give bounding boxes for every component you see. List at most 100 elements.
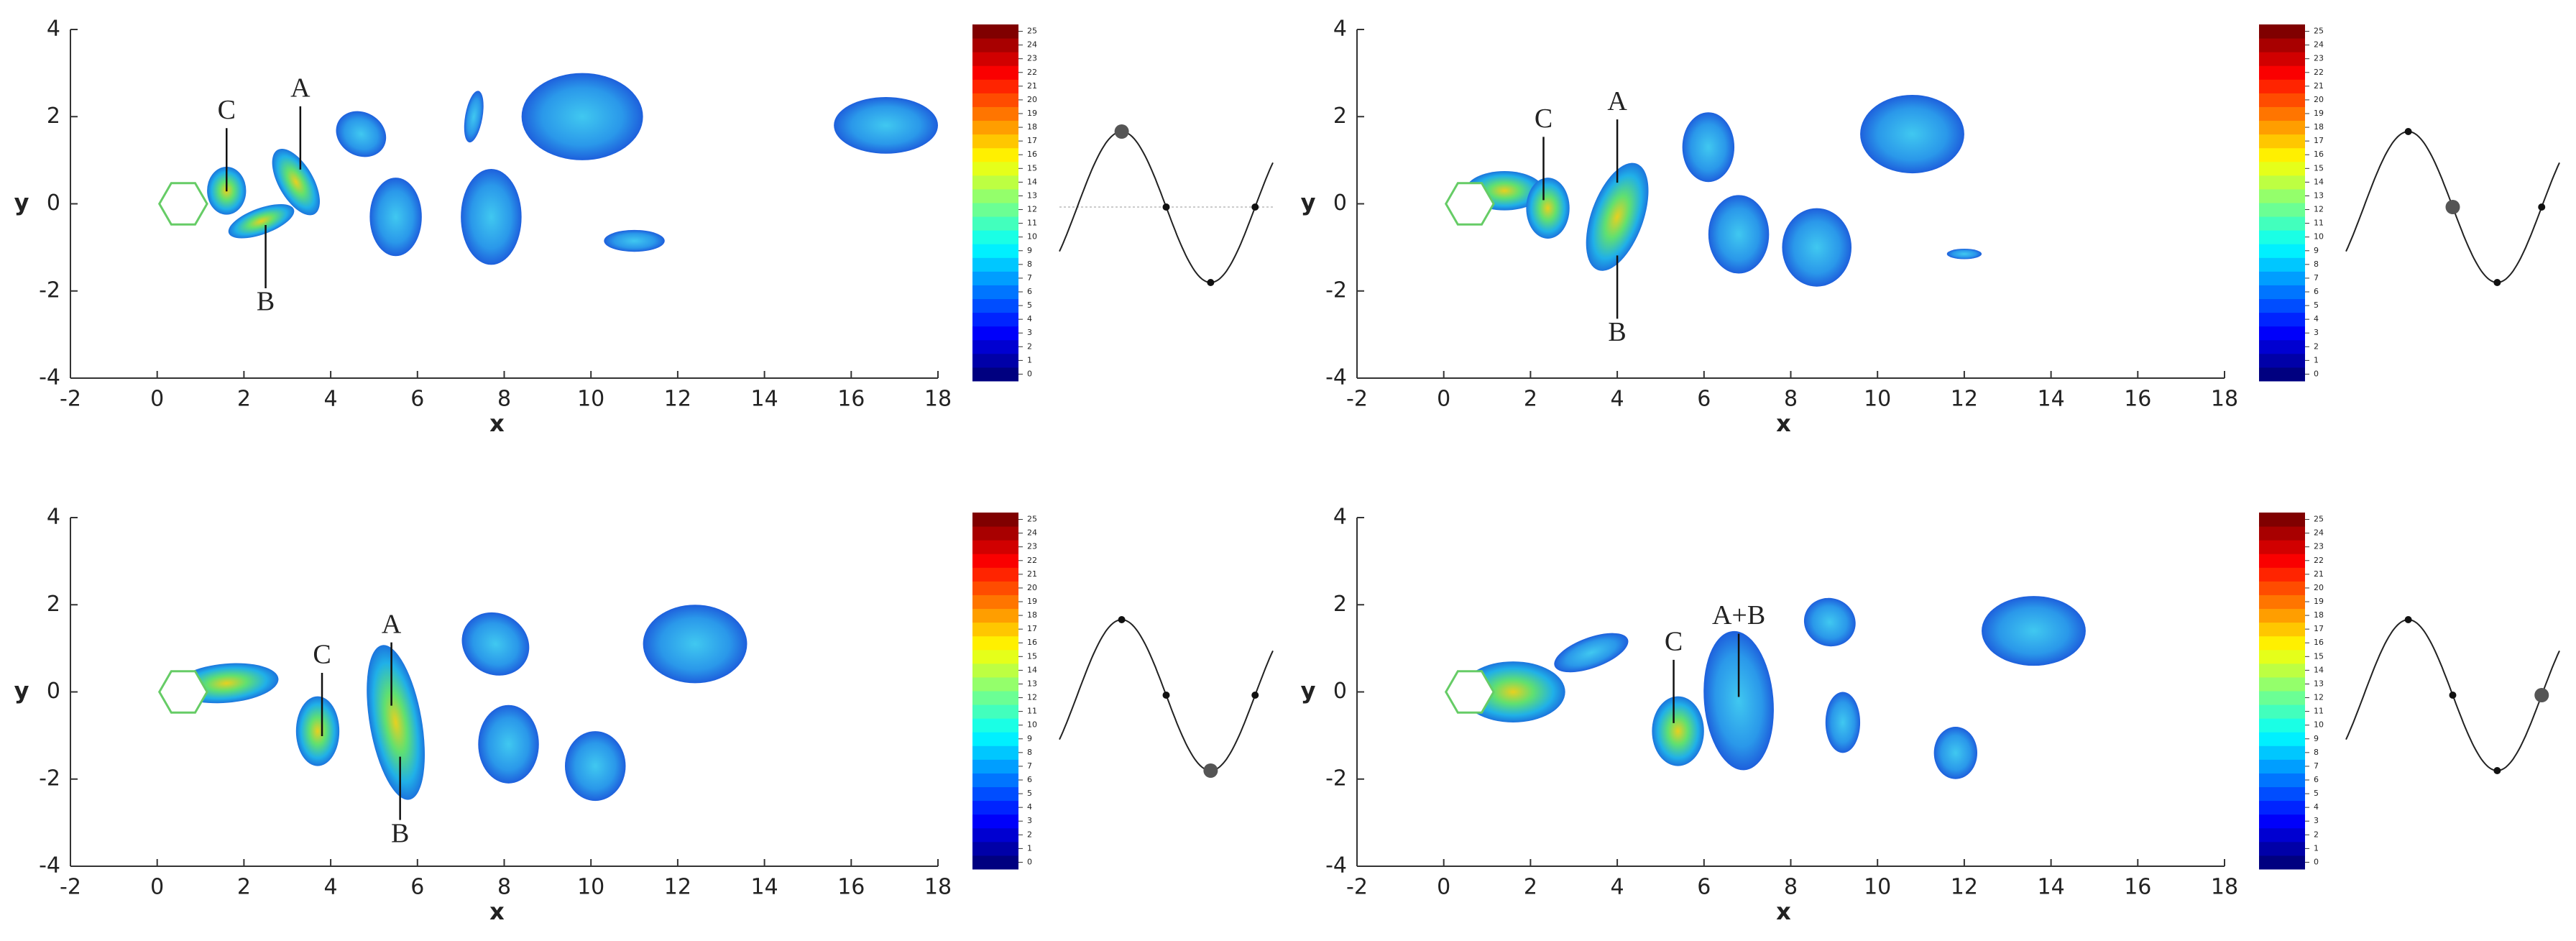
x-tick-label: 10 xyxy=(1864,875,1891,900)
x-tick-label: 0 xyxy=(1437,875,1450,900)
colorbar-tick-label: 22 xyxy=(2314,556,2324,565)
vortex xyxy=(1554,633,1629,673)
x-tick-label: 10 xyxy=(577,875,604,900)
x-tick-label: 12 xyxy=(1951,875,1978,900)
colorbar-level xyxy=(972,745,1018,760)
x-tick-label: 6 xyxy=(1697,875,1711,900)
colorbar-level xyxy=(2259,147,2305,162)
phase-dot xyxy=(2538,203,2546,211)
colorbar-tick-label: 10 xyxy=(2314,720,2324,730)
colorbar-tick-label: 9 xyxy=(2314,734,2319,743)
colorbar-level xyxy=(972,298,1018,313)
vortex xyxy=(521,73,643,160)
y-tick-label: 2 xyxy=(47,104,60,129)
x-tick-label: 4 xyxy=(1611,387,1624,412)
colorbar-tick-label: 17 xyxy=(2314,624,2324,633)
colorbar-level xyxy=(2259,120,2305,135)
colorbar-level xyxy=(972,581,1018,595)
colorbar-level xyxy=(972,635,1018,651)
y-tick-label: 4 xyxy=(47,17,60,42)
colorbar-tick-label: 16 xyxy=(1027,638,1037,647)
colorbar-level xyxy=(2259,134,2305,149)
colorbar-tick-label: 15 xyxy=(1027,163,1037,173)
colorbar-level xyxy=(972,65,1018,80)
colorbar-level xyxy=(2259,732,2305,746)
vortex xyxy=(1860,94,1964,174)
colorbar-tick-label: 25 xyxy=(1027,27,1037,36)
colorbar-tick-label: 13 xyxy=(2314,191,2324,200)
colorbar-tick-label: 6 xyxy=(2314,287,2319,296)
colorbar-tick-label: 5 xyxy=(2314,789,2319,798)
vortex xyxy=(1803,597,1856,647)
colorbar-tick-label: 2 xyxy=(2314,341,2319,351)
colorbar-tick-label: 24 xyxy=(2314,40,2324,50)
phase-dot xyxy=(1162,692,1170,699)
colorbar-level xyxy=(2259,285,2305,300)
colorbar-tick-label: 0 xyxy=(2314,369,2319,378)
phase-dot xyxy=(2404,128,2412,135)
annotation: C xyxy=(1535,104,1552,134)
colorbar-level xyxy=(972,203,1018,217)
colorbar-tick-label: 19 xyxy=(2314,597,2324,606)
colorbar-tick-label: 23 xyxy=(1027,54,1037,63)
cylinder xyxy=(1444,670,1495,714)
vortex xyxy=(461,612,530,676)
colorbar-level xyxy=(972,827,1018,843)
vortex xyxy=(272,148,321,216)
x-tick-label: 4 xyxy=(1611,875,1624,900)
colorbar-tick-label: 5 xyxy=(2314,300,2319,310)
colorbar-tick-label: 7 xyxy=(2314,273,2319,283)
colorbar-level xyxy=(972,773,1018,788)
colorbar-tick-label: 7 xyxy=(1027,761,1032,771)
x-tick-label: 6 xyxy=(1697,387,1711,412)
colorbar-level xyxy=(2259,93,2305,107)
colorbar-level xyxy=(972,663,1018,678)
colorbar-tick-label: 20 xyxy=(1027,583,1037,592)
annotation: C xyxy=(1665,627,1683,657)
x-tick-label: 0 xyxy=(150,387,164,412)
colorbar-level xyxy=(2259,513,2305,527)
colorbar-level xyxy=(2259,79,2305,93)
panel: -2 0 2 4 6 8 10 12 14 16 18-4-2024xyCAB01234567891… xyxy=(14,17,1274,437)
colorbar-level xyxy=(2259,581,2305,595)
colorbar-level xyxy=(972,800,1018,815)
x-axis-label: x xyxy=(489,898,505,925)
colorbar-tick-label: 2 xyxy=(1027,341,1032,351)
colorbar-level xyxy=(972,244,1018,258)
phase-dot xyxy=(2534,688,2549,702)
colorbar-tick-label: 16 xyxy=(1027,150,1037,159)
x-tick-label: 0 xyxy=(150,875,164,900)
y-tick-label: -4 xyxy=(39,365,60,390)
colorbar-tick-label: 6 xyxy=(1027,775,1032,784)
x-tick-label: 2 xyxy=(237,875,251,900)
colorbar-level xyxy=(2259,367,2305,382)
colorbar-level xyxy=(972,230,1018,244)
colorbar-tick-label: 23 xyxy=(2314,54,2324,63)
x-tick-label: 10 xyxy=(1864,387,1891,412)
colorbar-tick-label: 5 xyxy=(1027,300,1032,310)
phase-dot xyxy=(1118,616,1126,623)
annotation: A xyxy=(1607,86,1627,116)
colorbar-tick-label: 11 xyxy=(2314,219,2324,228)
colorbar-level xyxy=(2259,271,2305,285)
colorbar-tick-label: 7 xyxy=(2314,761,2319,771)
colorbar-level xyxy=(972,704,1018,719)
x-tick-label: 16 xyxy=(2124,875,2151,900)
x-tick-label: 0 xyxy=(1437,387,1450,412)
colorbar-tick-label: 5 xyxy=(1027,789,1032,798)
x-tick-label: 6 xyxy=(410,387,424,412)
colorbar-tick-label: 19 xyxy=(1027,597,1037,606)
colorbar-level xyxy=(2259,773,2305,788)
colorbar-tick-label: 10 xyxy=(2314,232,2324,242)
colorbar-level xyxy=(2259,635,2305,651)
y-tick-label: 4 xyxy=(47,505,60,530)
colorbar-tick-label: 14 xyxy=(1027,177,1037,186)
colorbar-tick-label: 0 xyxy=(2314,857,2319,866)
colorbar-level xyxy=(2259,298,2305,313)
colorbar-level xyxy=(2259,175,2305,190)
x-tick-label: 14 xyxy=(751,387,778,412)
colorbar-level xyxy=(972,38,1018,52)
colorbar-level xyxy=(972,257,1018,272)
colorbar-level xyxy=(972,814,1018,829)
colorbar-tick-label: 12 xyxy=(1027,205,1037,214)
